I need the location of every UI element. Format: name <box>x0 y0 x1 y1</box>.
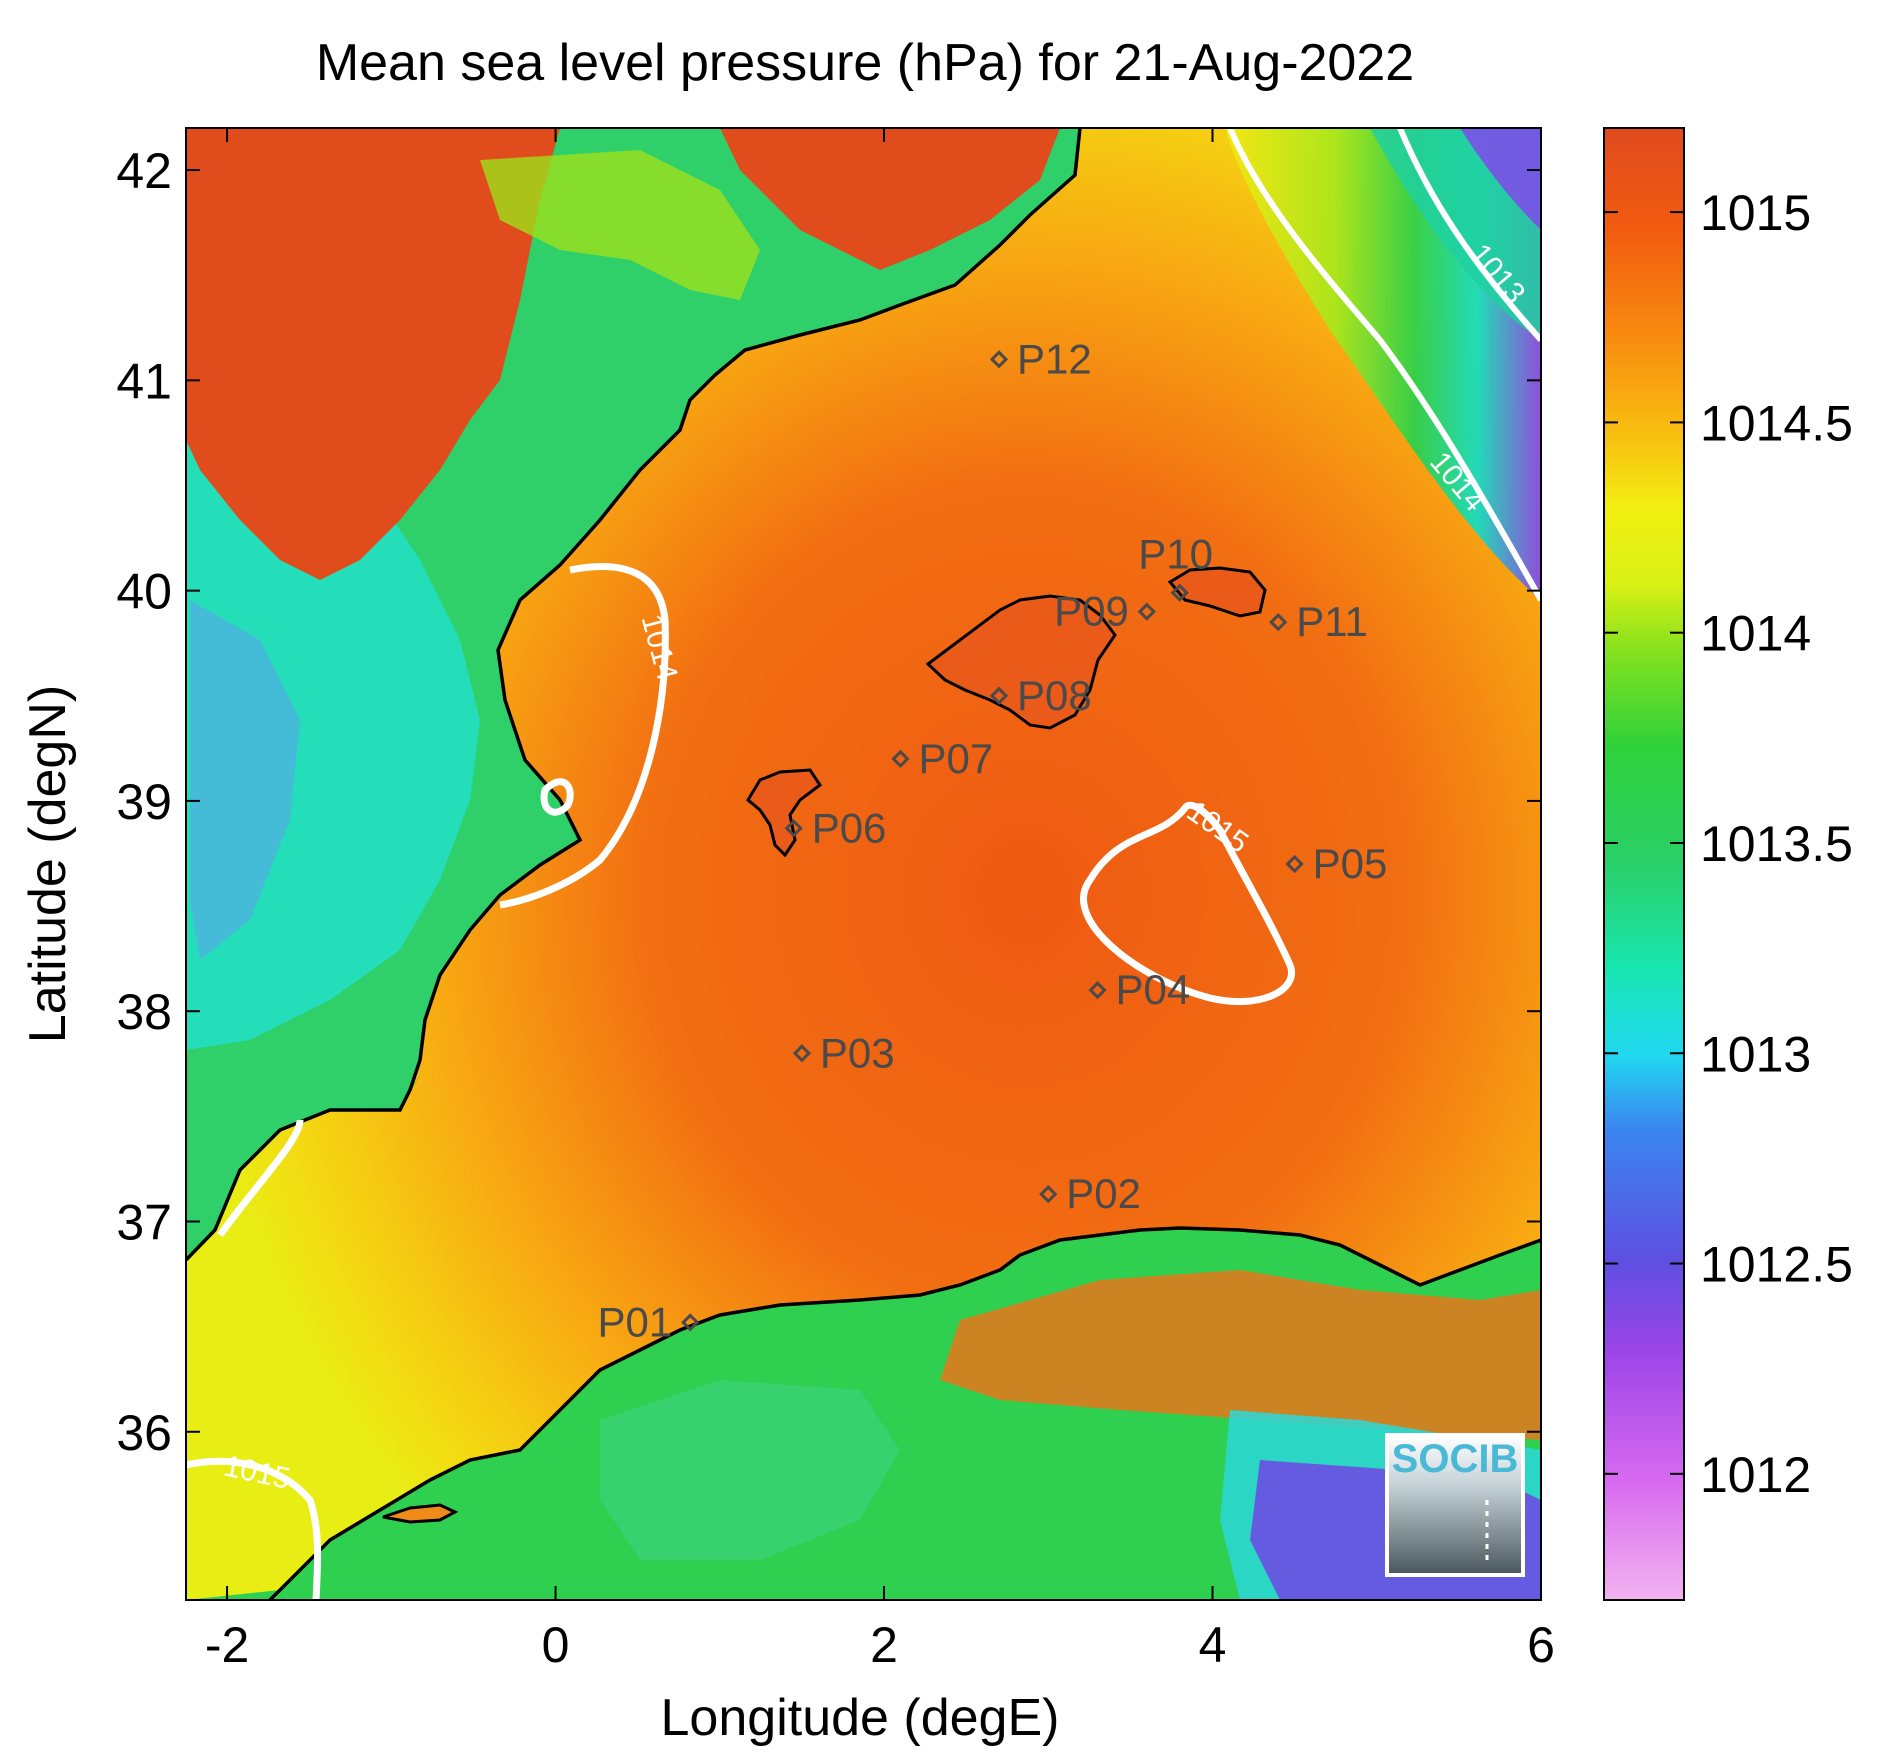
chart-title: Mean sea level pressure (hPa) for 21-Aug… <box>316 34 1414 92</box>
colorbar-tick-label: 1012.5 <box>1700 1237 1853 1293</box>
y-tick-label: 39 <box>116 774 172 830</box>
station-label: P02 <box>1066 1170 1141 1217</box>
socib-logo-text: SOCIB <box>1392 1437 1519 1481</box>
station-marker <box>1137 602 1156 621</box>
station-marker <box>784 819 803 838</box>
station-p03: P03 <box>792 1029 895 1076</box>
colorbar-tick-label: 1012 <box>1700 1447 1811 1503</box>
iberia-yellowgreen-zone <box>480 150 760 300</box>
colorbar-tick-label: 1013.5 <box>1700 816 1853 872</box>
station-p02: P02 <box>1039 1170 1141 1217</box>
colorbar-tick-label: 1013 <box>1700 1026 1811 1082</box>
colorbar-tick-label: 1015 <box>1700 185 1811 241</box>
station-label: P07 <box>918 735 993 782</box>
colorbar-tick-label: 1014.5 <box>1700 395 1853 451</box>
iberia-coastline <box>186 128 1082 1262</box>
station-label: P03 <box>820 1029 895 1076</box>
x-axis-label: Longitude (degE) <box>661 1689 1060 1747</box>
contour-1015-southwest <box>186 1457 322 1600</box>
x-tick-label: 6 <box>1527 1617 1555 1673</box>
contour-1015-center <box>1080 801 1295 1005</box>
station-marker <box>1170 583 1189 602</box>
plot-frame <box>185 127 1542 1601</box>
africa-coastline <box>268 1226 1541 1600</box>
station-marker <box>1285 854 1304 874</box>
station-p04: P04 <box>1088 966 1191 1013</box>
socib-logo: SOCIB <box>1385 1433 1525 1577</box>
station-p06: P06 <box>784 804 887 851</box>
north-africa-orange-zone <box>940 1270 1541 1440</box>
y-tick-label: 41 <box>116 353 172 409</box>
station-p01: P01 <box>597 1298 700 1345</box>
y-axis-label: Latitude (degN) <box>19 685 77 1043</box>
station-marker <box>989 686 1009 705</box>
station-marker <box>1088 981 1107 1000</box>
station-p10: P10 <box>1138 531 1213 602</box>
station-marker <box>989 350 1009 369</box>
iberia-high-zone-west <box>186 128 560 580</box>
colorbar-ticks: 1012 1012.5 1013 1013.5 1014 1014.5 1015 <box>1604 185 1853 1503</box>
ne-violet-region <box>1460 128 1541 230</box>
station-p05: P05 <box>1285 840 1388 887</box>
y-axis: 36 37 38 39 40 41 42 <box>116 143 1541 1461</box>
station-p07: P07 <box>891 735 993 782</box>
colorbar <box>1603 127 1685 1601</box>
station-label: P09 <box>1054 588 1129 635</box>
contour-1014-southwest <box>217 1119 304 1238</box>
x-tick-label: -2 <box>205 1617 249 1673</box>
y-tick-label: 40 <box>116 564 172 620</box>
x-axis: -2 0 2 4 6 <box>205 128 1555 1673</box>
x-tick-label: 2 <box>870 1617 898 1673</box>
station-label: P12 <box>1017 335 1092 382</box>
x-tick-label: 0 <box>542 1617 570 1673</box>
y-tick-label: 37 <box>116 1194 172 1250</box>
station-label: P01 <box>597 1298 672 1345</box>
menorca-island <box>1167 566 1267 618</box>
station-label: P06 <box>812 804 887 851</box>
iberia-blue-zone <box>190 600 300 960</box>
y-tick-label: 42 <box>116 143 172 199</box>
iberia-high-zone-north <box>720 128 1060 270</box>
station-label: P08 <box>1017 672 1092 719</box>
contour-1014-west-small <box>540 778 574 816</box>
station-p09: P09 <box>1054 588 1156 635</box>
station-label: P11 <box>1296 598 1368 645</box>
contour-1014-west <box>499 563 669 909</box>
station-marker <box>1269 613 1288 632</box>
station-label: P04 <box>1116 966 1191 1013</box>
ibiza-island <box>746 768 823 858</box>
x-tick-label: 4 <box>1199 1617 1227 1673</box>
station-marker <box>681 1313 700 1332</box>
north-africa-green-zone <box>600 1380 900 1560</box>
mallorca-island <box>925 594 1117 730</box>
contour-1014-ne <box>1227 128 1541 602</box>
colorbar-tick-label: 1014 <box>1700 606 1811 662</box>
station-p08: P08 <box>989 672 1092 719</box>
plot-area: 1013 1014 1014 1015 1015 SOCIB <box>186 128 1541 1600</box>
station-marker <box>1039 1185 1058 1204</box>
y-tick-label: 38 <box>116 984 172 1040</box>
station-p12: P12 <box>989 335 1092 382</box>
station-marker <box>891 749 910 768</box>
y-tick-label: 36 <box>116 1405 172 1461</box>
station-label: P05 <box>1313 840 1388 887</box>
contour-1013-ne <box>1397 128 1541 342</box>
station-marker <box>792 1044 812 1063</box>
alboran-island <box>382 1503 459 1524</box>
station-p11: P11 <box>1269 598 1368 645</box>
station-label: P10 <box>1138 531 1213 578</box>
